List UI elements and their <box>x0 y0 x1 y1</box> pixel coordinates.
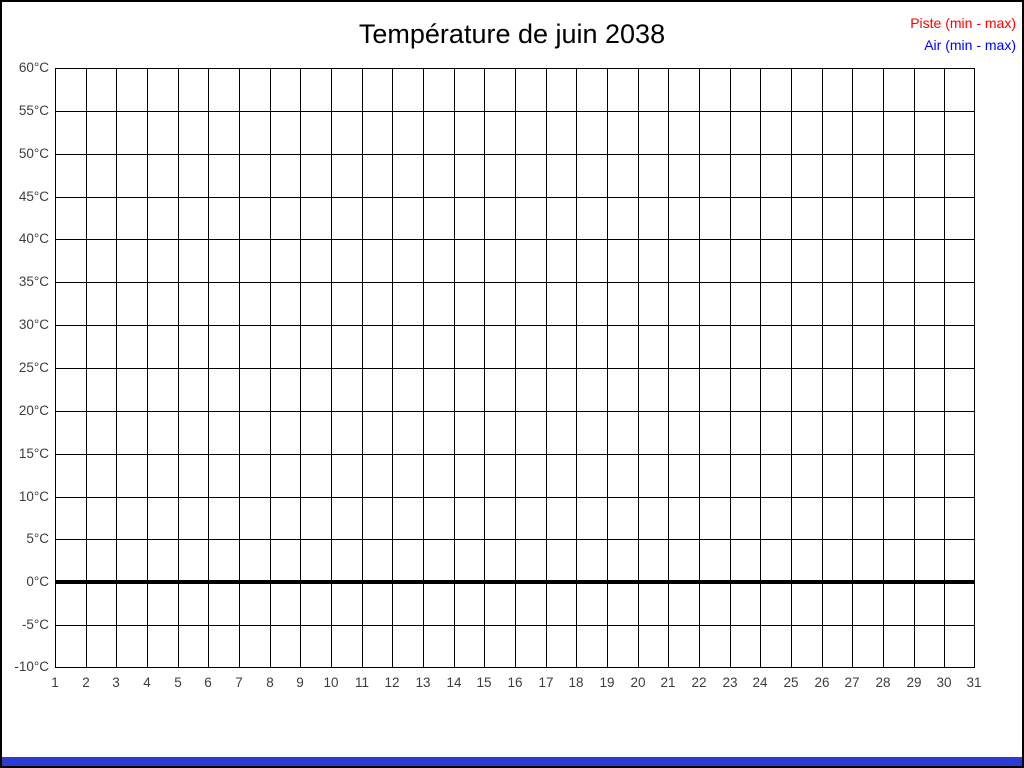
x-tick-label: 12 <box>384 675 400 690</box>
x-tick-label: 1 <box>51 675 59 690</box>
gridline-vertical <box>607 68 608 668</box>
gridline-vertical <box>883 68 884 668</box>
x-tick-label: 21 <box>660 675 676 690</box>
gridline-vertical <box>974 68 975 668</box>
gridline-vertical <box>423 68 424 668</box>
gridline-vertical <box>178 68 179 668</box>
x-tick-label: 16 <box>507 675 523 690</box>
x-tick-label: 29 <box>906 675 922 690</box>
gridline-vertical <box>362 68 363 668</box>
y-tick-label: 40°C <box>18 231 49 246</box>
gridline-vertical <box>546 68 547 668</box>
gridline-vertical <box>576 68 577 668</box>
gridline-vertical <box>914 68 915 668</box>
x-tick-label: 26 <box>814 675 830 690</box>
y-tick-label: 60°C <box>18 60 49 75</box>
gridline-vertical <box>55 68 56 668</box>
gridline-vertical <box>760 68 761 668</box>
y-tick-label: -10°C <box>14 659 49 674</box>
x-tick-label: 4 <box>143 675 151 690</box>
gridline-vertical <box>484 68 485 668</box>
gridline-vertical <box>515 68 516 668</box>
x-tick-label: 3 <box>112 675 120 690</box>
y-tick-label: 45°C <box>18 189 49 204</box>
gridline-vertical <box>638 68 639 668</box>
x-tick-label: 9 <box>296 675 304 690</box>
gridline-vertical <box>730 68 731 668</box>
x-tick-label: 14 <box>446 675 462 690</box>
x-tick-label: 15 <box>476 675 492 690</box>
gridline-vertical <box>944 68 945 668</box>
plot-area <box>55 68 975 668</box>
y-tick-label: 35°C <box>18 274 49 289</box>
gridline-vertical <box>454 68 455 668</box>
x-tick-label: 30 <box>936 675 952 690</box>
gridline-vertical <box>668 68 669 668</box>
x-tick-label: 28 <box>875 675 891 690</box>
x-tick-label: 5 <box>174 675 182 690</box>
x-tick-label: 18 <box>568 675 584 690</box>
x-tick-label: 10 <box>323 675 339 690</box>
zero-line <box>55 580 975 584</box>
gridline-vertical <box>822 68 823 668</box>
x-tick-label: 8 <box>266 675 274 690</box>
y-tick-label: 55°C <box>18 103 49 118</box>
x-tick-label: 6 <box>204 675 212 690</box>
chart-title: Température de juin 2038 <box>358 19 666 49</box>
x-tick-label: 2 <box>82 675 90 690</box>
x-tick-label: 27 <box>844 675 860 690</box>
gridline-vertical <box>86 68 87 668</box>
x-tick-label: 7 <box>235 675 243 690</box>
y-tick-label: 25°C <box>18 360 49 375</box>
chart-legend: Piste (min - max) Air (min - max) <box>910 12 1016 56</box>
x-tick-label: 23 <box>722 675 738 690</box>
gridline-vertical <box>208 68 209 668</box>
x-tick-label: 20 <box>630 675 646 690</box>
x-tick-label: 25 <box>783 675 799 690</box>
gridline-vertical <box>852 68 853 668</box>
y-tick-label: -5°C <box>21 617 49 632</box>
y-tick-label: 50°C <box>18 146 49 161</box>
gridline-vertical <box>331 68 332 668</box>
gridline-vertical <box>300 68 301 668</box>
x-tick-label: 22 <box>691 675 707 690</box>
gridline-vertical <box>699 68 700 668</box>
legend-entry-piste: Piste (min - max) <box>910 15 1016 31</box>
y-tick-label: 10°C <box>18 489 49 504</box>
x-tick-label: 11 <box>354 675 369 690</box>
gridline-vertical <box>116 68 117 668</box>
y-tick-label: 5°C <box>26 531 49 546</box>
x-tick-label: 13 <box>415 675 431 690</box>
y-tick-label: 0°C <box>26 574 49 589</box>
gridline-vertical <box>239 68 240 668</box>
y-tick-label: 15°C <box>18 446 49 461</box>
y-tick-label: 30°C <box>18 317 49 332</box>
legend-entry-air: Air (min - max) <box>924 37 1016 53</box>
x-tick-label: 31 <box>966 675 982 690</box>
taskbar-strip <box>2 757 1022 766</box>
x-tick-label: 17 <box>538 675 554 690</box>
gridline-vertical <box>147 68 148 668</box>
x-tick-label: 19 <box>599 675 615 690</box>
gridline-vertical <box>392 68 393 668</box>
y-tick-label: 20°C <box>18 403 49 418</box>
x-tick-label: 24 <box>752 675 768 690</box>
gridline-vertical <box>791 68 792 668</box>
gridline-vertical <box>270 68 271 668</box>
